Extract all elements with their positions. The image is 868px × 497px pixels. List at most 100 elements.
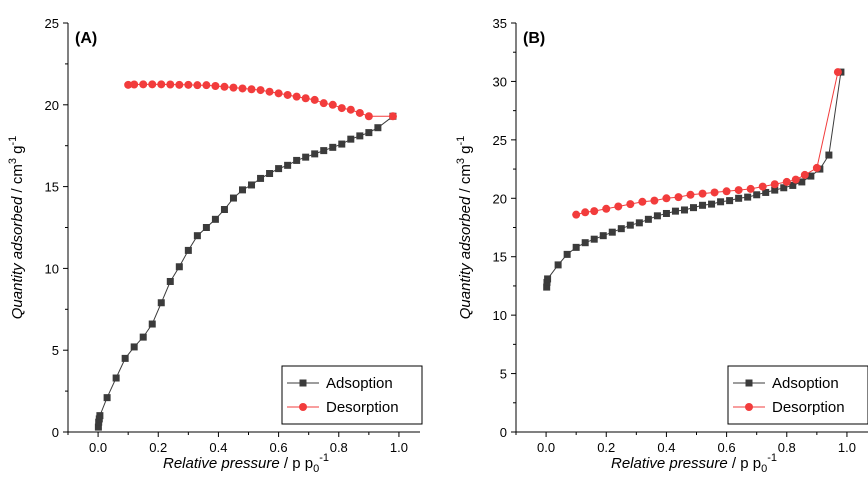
legend-marker-square <box>299 379 307 387</box>
x-axis-title-sup: -1 <box>767 452 777 464</box>
desorption-point <box>791 175 800 184</box>
desorption-point <box>662 194 671 203</box>
chart-panel-a: 0 5 10 15 20 25 0.0 0.2 0.4 0.6 0.8 1.0 (A) Relative … <box>7 16 423 475</box>
x-tick-label: 1.0 <box>390 440 408 455</box>
y-tick-label: 20 <box>493 191 507 206</box>
x-tick-label: 0.8 <box>330 440 348 455</box>
adsorption-point <box>708 200 716 208</box>
adsorption-point <box>798 178 806 186</box>
y-tick-label: 5 <box>52 343 59 358</box>
legend-label: Adsoption <box>772 375 839 392</box>
adsorption-point <box>96 412 104 420</box>
desorption-point <box>256 86 265 95</box>
series-line-desorption <box>576 71 839 216</box>
desorption-point <box>193 81 202 90</box>
x-axis-title-italic: Relative pressure <box>163 455 280 472</box>
desorption-point <box>698 189 707 198</box>
adsorption-point <box>329 143 337 151</box>
y-axis-title-italic: Quantity adsorbed <box>457 196 474 319</box>
y-axis-title-italic: Quantity adsorbed <box>9 196 26 319</box>
desorption-point <box>310 95 319 104</box>
y-tick-label: 30 <box>493 74 507 89</box>
legend-marker-circle <box>745 403 753 411</box>
desorption-point <box>247 85 256 94</box>
y-tick-label: 15 <box>493 250 507 265</box>
adsorption-point <box>599 232 607 240</box>
adsorption-point <box>229 194 237 202</box>
desorption-point <box>833 68 842 77</box>
adsorption-point <box>590 235 598 243</box>
desorption-point <box>734 186 743 195</box>
adsorption-point <box>744 193 752 201</box>
desorption-point <box>650 196 659 205</box>
panel-label: (A) <box>75 30 97 47</box>
x-axis-title-sub: 0 <box>761 463 767 475</box>
y-axis-title-sup: 3 <box>455 158 467 164</box>
adsorption-point <box>284 161 292 169</box>
desorption-point <box>722 187 731 196</box>
desorption-point <box>626 200 635 209</box>
adsorption-point <box>662 209 670 217</box>
desorption-point <box>710 188 719 197</box>
adsorption-point <box>94 423 102 431</box>
legend-label: Desorption <box>772 399 845 416</box>
desorption-point <box>674 193 683 202</box>
adsorption-point <box>374 124 382 132</box>
x-axis-title: Relative pressure / p p0-1 <box>163 452 329 475</box>
legend-marker-square <box>745 379 753 387</box>
x-axis-title-unit: / p p <box>728 455 761 472</box>
y-axis-title-sup2: -1 <box>455 136 467 146</box>
x-tick-label: 0.4 <box>657 440 675 455</box>
desorption-point <box>211 81 220 90</box>
y-tick-label: 25 <box>493 133 507 148</box>
desorption-point <box>812 163 821 172</box>
adsorption-point <box>771 186 779 194</box>
adsorption-point <box>266 170 274 178</box>
desorption-point <box>274 89 283 98</box>
adsorption-point <box>762 188 770 196</box>
adsorption-point <box>347 135 355 143</box>
adsorption-point <box>543 278 551 286</box>
x-tick-label: 0.6 <box>718 440 736 455</box>
adsorption-point <box>581 239 589 247</box>
adsorption-point <box>807 172 815 180</box>
desorption-point <box>175 80 184 89</box>
desorption-point <box>770 180 779 189</box>
adsorption-point <box>365 129 373 137</box>
adsorption-point <box>644 215 652 223</box>
legend-box <box>727 365 868 425</box>
adsorption-point <box>175 263 183 271</box>
adsorption-point <box>121 354 129 362</box>
y-axis-title-sup: 3 <box>7 158 19 164</box>
desorption-point <box>184 80 193 89</box>
legend: Adsoption Desorption <box>281 365 423 425</box>
y-tick-label: 20 <box>45 98 59 113</box>
adsorption-point <box>608 228 616 236</box>
x-tick-label: 0.4 <box>209 440 227 455</box>
legend-marker-circle <box>299 403 307 411</box>
adsorption-point <box>257 174 265 182</box>
y-axis-title-unit2: g <box>457 146 474 159</box>
adsorption-point <box>193 232 201 240</box>
y-axis-title-unit: / cm <box>457 164 474 197</box>
desorption-point <box>782 177 791 186</box>
desorption-point <box>590 207 599 216</box>
adsorption-point <box>311 150 319 158</box>
adsorption-point <box>699 201 707 209</box>
adsorption-point <box>690 204 698 212</box>
desorption-point <box>292 92 301 101</box>
desorption-point <box>746 184 755 193</box>
adsorption-point <box>338 140 346 148</box>
legend-label: Desorption <box>326 399 399 416</box>
y-axis-title: Quantity adsorbed / cm3 g-1 <box>7 136 26 320</box>
desorption-point <box>283 90 292 99</box>
y-axis-title: Quantity adsorbed / cm3 g-1 <box>455 136 474 320</box>
x-tick-label: 0.2 <box>149 440 167 455</box>
x-axis-title-sub: 0 <box>313 463 319 475</box>
desorption-point <box>800 170 809 179</box>
adsorption-point <box>572 243 580 251</box>
desorption-point <box>686 190 695 199</box>
x-tick-label: 0.0 <box>537 440 555 455</box>
desorption-point <box>319 99 328 108</box>
desorption-point <box>364 112 373 121</box>
